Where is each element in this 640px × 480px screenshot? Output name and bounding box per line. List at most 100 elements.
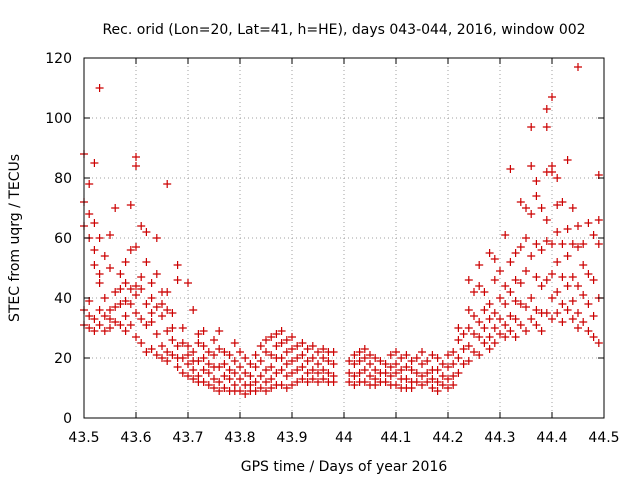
data-point [522, 303, 530, 311]
data-point [95, 279, 104, 287]
data-point [438, 360, 447, 368]
data-point [116, 321, 125, 329]
data-point [126, 285, 135, 293]
data-point [485, 345, 494, 353]
data-point [288, 333, 296, 341]
data-point [449, 348, 458, 356]
data-point [558, 198, 567, 206]
data-point [116, 285, 125, 293]
data-point [184, 351, 192, 359]
data-point [298, 351, 307, 359]
data-point [293, 366, 302, 374]
data-point [584, 300, 593, 308]
data-point [158, 300, 166, 308]
data-point [204, 360, 213, 368]
data-point [168, 309, 177, 317]
y-tick-label: 40 [54, 291, 72, 307]
data-point [262, 348, 270, 356]
data-point [355, 348, 364, 356]
data-point [553, 174, 562, 182]
data-point [121, 312, 130, 320]
data-point [85, 312, 94, 320]
data-point [464, 342, 473, 350]
data-point [189, 348, 198, 356]
axis-ticks [83, 57, 605, 419]
data-point [360, 345, 369, 353]
data-point [444, 351, 452, 359]
data-point [366, 372, 374, 380]
data-point [220, 360, 229, 368]
data-point [163, 327, 172, 335]
data-point [121, 297, 130, 305]
data-point [230, 357, 239, 365]
data-point [267, 363, 276, 371]
data-point [485, 300, 494, 308]
data-point [262, 336, 270, 344]
y-tick-labels: 0 20 40 60 80 100 120 [45, 51, 72, 427]
data-point [173, 276, 182, 284]
data-point [251, 351, 260, 359]
data-point [511, 276, 520, 284]
data-point [189, 306, 198, 314]
x-axis-title: GPS time / Days of year 2016 [241, 459, 448, 475]
data-point [147, 294, 156, 302]
data-point [152, 270, 161, 278]
data-point [204, 381, 213, 389]
data-point [267, 375, 276, 383]
data-point [142, 228, 151, 236]
data-point [308, 354, 317, 362]
data-point [532, 306, 541, 314]
data-point [90, 261, 99, 269]
data-point [236, 348, 244, 356]
data-point [516, 321, 525, 329]
x-tick-labels: 43.5 43.6 43.7 43.8 43.9 44 44.1 44.2 44.3 44.4 44… [68, 430, 619, 446]
data-point [85, 180, 94, 188]
data-point [407, 366, 416, 374]
data-point [475, 351, 484, 359]
data-point [527, 315, 536, 323]
data-point [366, 360, 374, 368]
data-point [423, 357, 432, 365]
data-point [553, 288, 562, 296]
data-point [537, 282, 546, 290]
data-point [454, 336, 463, 344]
data-point [267, 351, 276, 359]
data-point [433, 366, 442, 374]
data-point [553, 258, 562, 266]
data-point [137, 222, 146, 230]
data-point [584, 219, 593, 227]
data-point [303, 369, 312, 377]
data-point [527, 123, 536, 131]
data-point [158, 342, 166, 350]
data-point [574, 63, 582, 71]
data-point [376, 357, 385, 365]
data-point [236, 387, 244, 395]
data-point [516, 300, 525, 308]
data-point [558, 273, 567, 281]
data-point [288, 381, 296, 389]
data-point [277, 327, 286, 335]
data-point [85, 324, 94, 332]
data-point [178, 369, 187, 377]
data-point [594, 339, 603, 347]
data-point [501, 321, 510, 329]
data-point [386, 351, 395, 359]
data-point [220, 384, 229, 392]
data-point [470, 288, 478, 296]
data-point [454, 324, 463, 332]
data-point [485, 315, 494, 323]
data-point [464, 357, 473, 365]
data-point [397, 354, 406, 362]
data-point [256, 357, 265, 365]
data-point [464, 276, 473, 284]
data-point [459, 360, 468, 368]
data-point [345, 357, 354, 365]
data-point [210, 375, 218, 383]
data-point [371, 381, 380, 389]
data-point [111, 204, 120, 212]
data-point [178, 354, 187, 362]
data-point [267, 384, 276, 392]
data-point [381, 360, 390, 368]
data-point [225, 375, 234, 383]
data-point [433, 354, 442, 362]
